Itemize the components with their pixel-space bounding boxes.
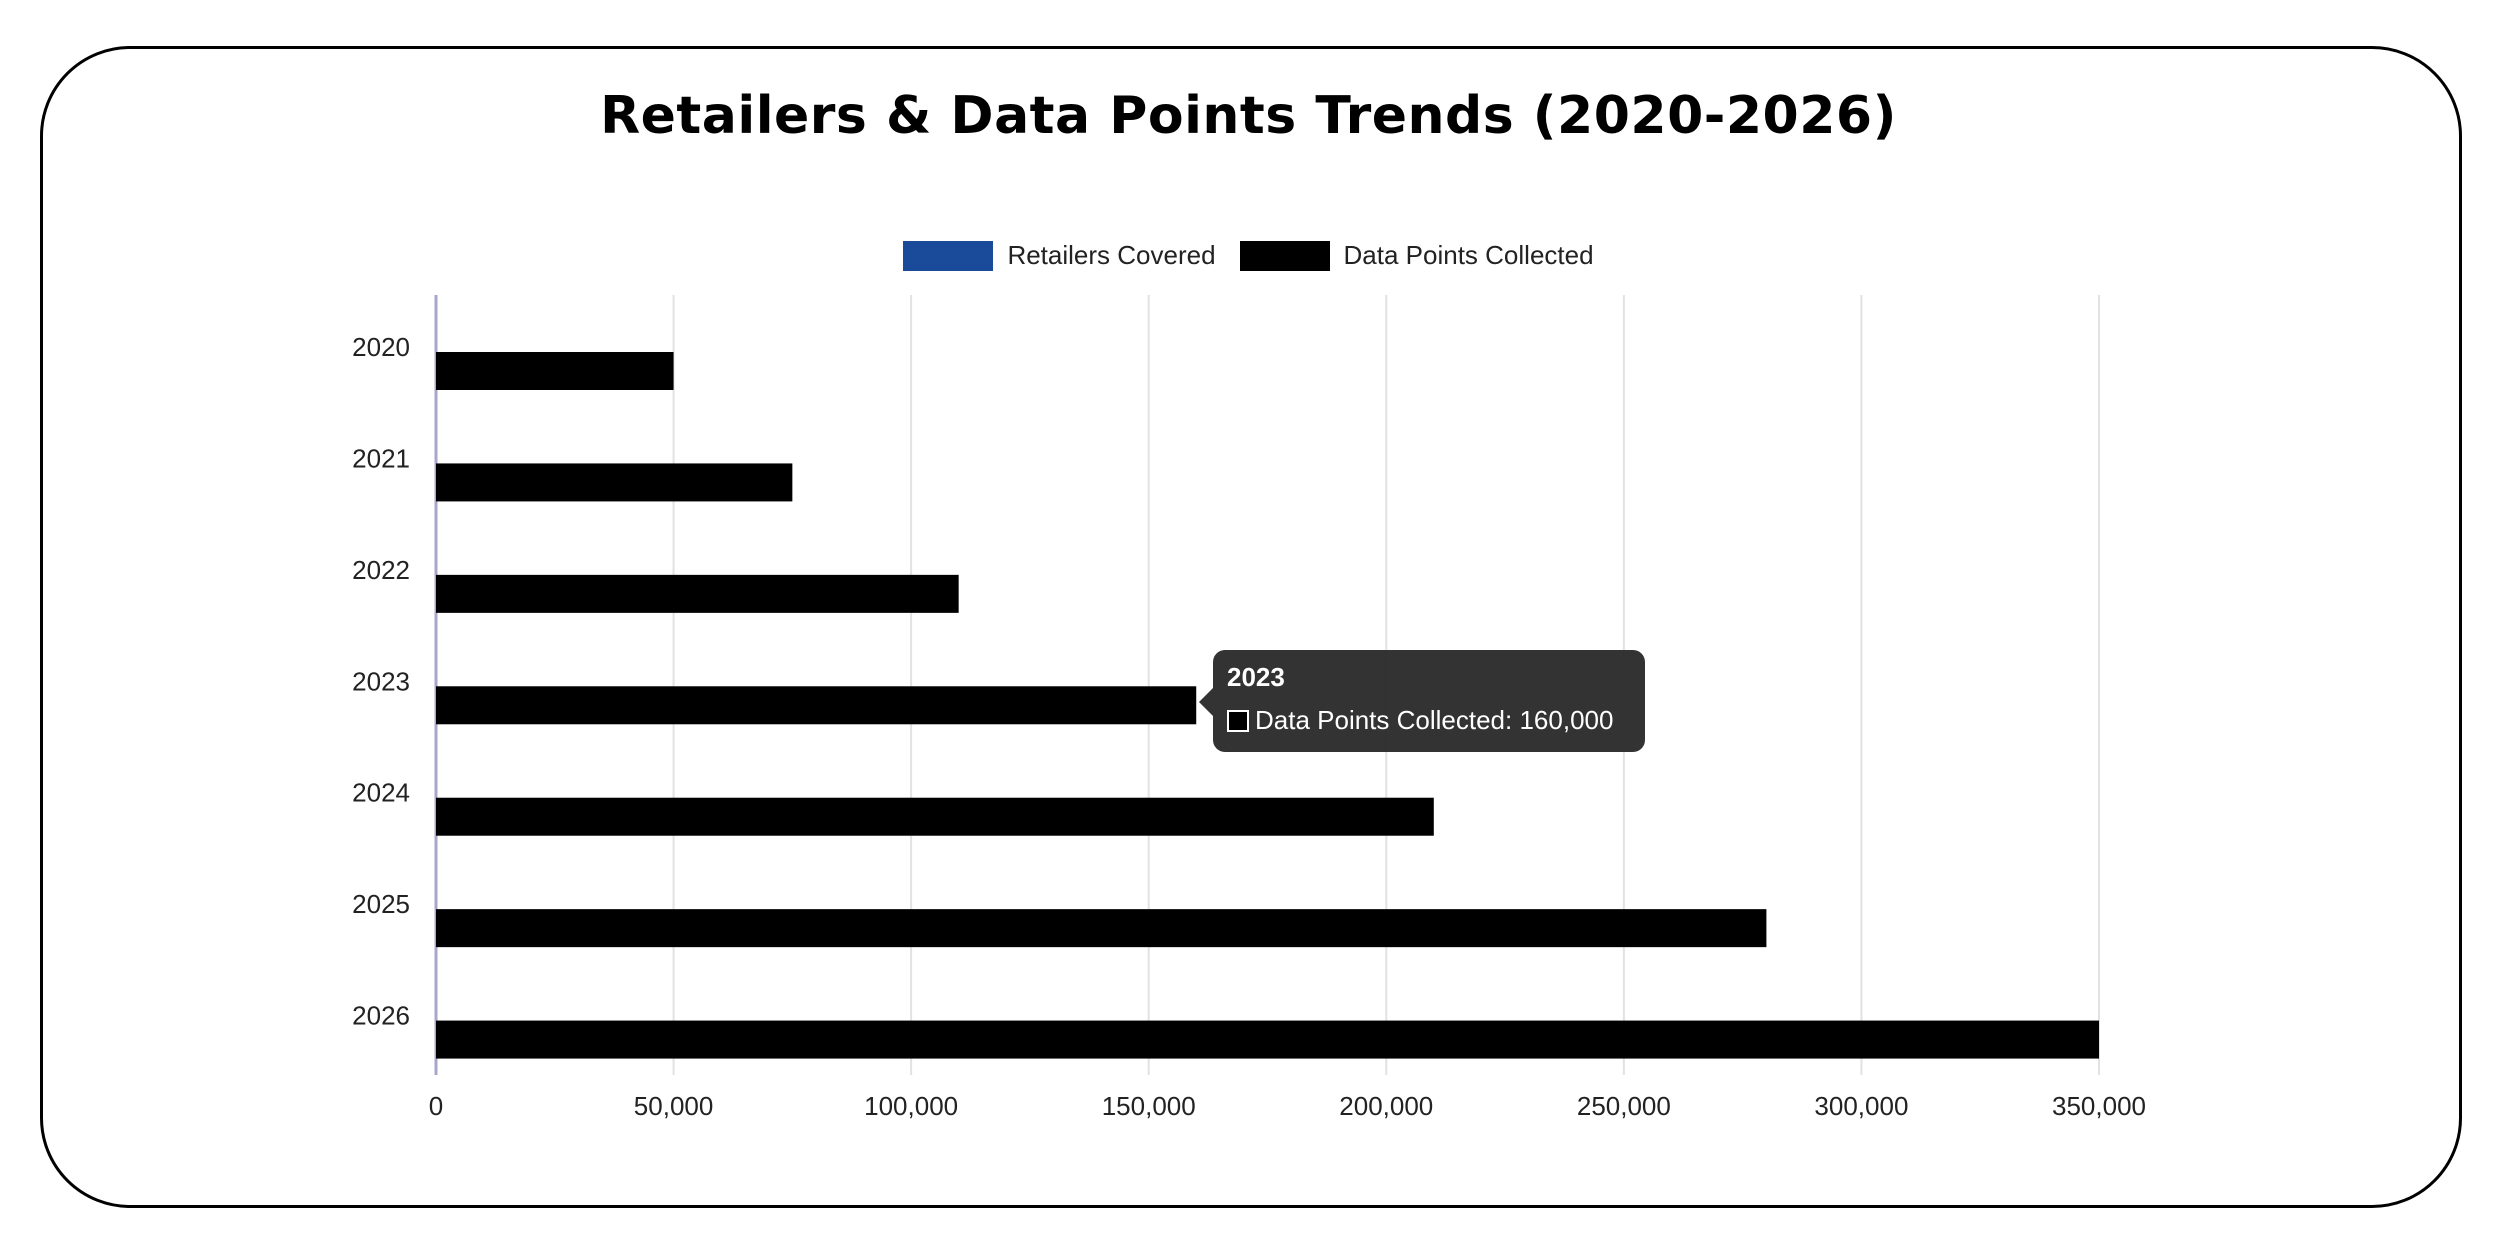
x-tick-label: 350,000	[2052, 1091, 2146, 1121]
y-tick-label: 2025	[352, 889, 410, 919]
tooltip-label: Data Points Collected: 160,000	[1255, 705, 1614, 735]
chart-tooltip: 2023 Data Points Collected: 160,000	[1199, 650, 1645, 752]
x-tick-label: 250,000	[1577, 1091, 1671, 1121]
bar-data-points-collected	[436, 352, 674, 390]
x-tick-label: 50,000	[634, 1091, 714, 1121]
x-tick-label: 200,000	[1339, 1091, 1433, 1121]
tooltip-row: Data Points Collected: 160,000	[1227, 705, 1631, 736]
bar-data-points-collected	[436, 686, 1197, 725]
bar-data-points-collected	[436, 909, 1767, 948]
y-tick-label: 2026	[352, 1001, 410, 1031]
legend-label-retailers: Retailers Covered	[1007, 240, 1216, 270]
bar-data-points-collected	[436, 1020, 2099, 1059]
tooltip-title: 2023	[1227, 662, 1285, 692]
y-tick-label: 2024	[352, 778, 410, 808]
x-tick-label: 150,000	[1102, 1091, 1196, 1121]
x-tick-label: 100,000	[864, 1091, 958, 1121]
y-tick-label: 2023	[352, 666, 410, 696]
bar-data-points-collected	[436, 797, 1434, 836]
bar-data-points-collected	[436, 463, 793, 502]
y-tick-label: 2020	[352, 332, 410, 362]
legend-swatch-retailers	[903, 240, 994, 271]
x-tick-label: 300,000	[1814, 1091, 1908, 1121]
y-tick-label: 2022	[352, 555, 410, 585]
tooltip-swatch	[1227, 709, 1249, 732]
legend-label-data-points: Data Points Collected	[1343, 240, 1594, 270]
chart-legend: Retailers Covered Data Points Collected	[0, 240, 2497, 271]
y-tick-label: 2021	[352, 443, 410, 473]
legend-item-data-points[interactable]: Data Points Collected	[1239, 240, 1594, 271]
legend-swatch-data-points	[1239, 240, 1330, 271]
bar-data-points-collected	[436, 574, 959, 613]
legend-item-retailers[interactable]: Retailers Covered	[903, 240, 1216, 271]
chart-title: Retailers & Data Points Trends (2020-202…	[600, 86, 1897, 146]
x-tick-label: 0	[429, 1091, 443, 1121]
chart-card	[40, 46, 2462, 1208]
